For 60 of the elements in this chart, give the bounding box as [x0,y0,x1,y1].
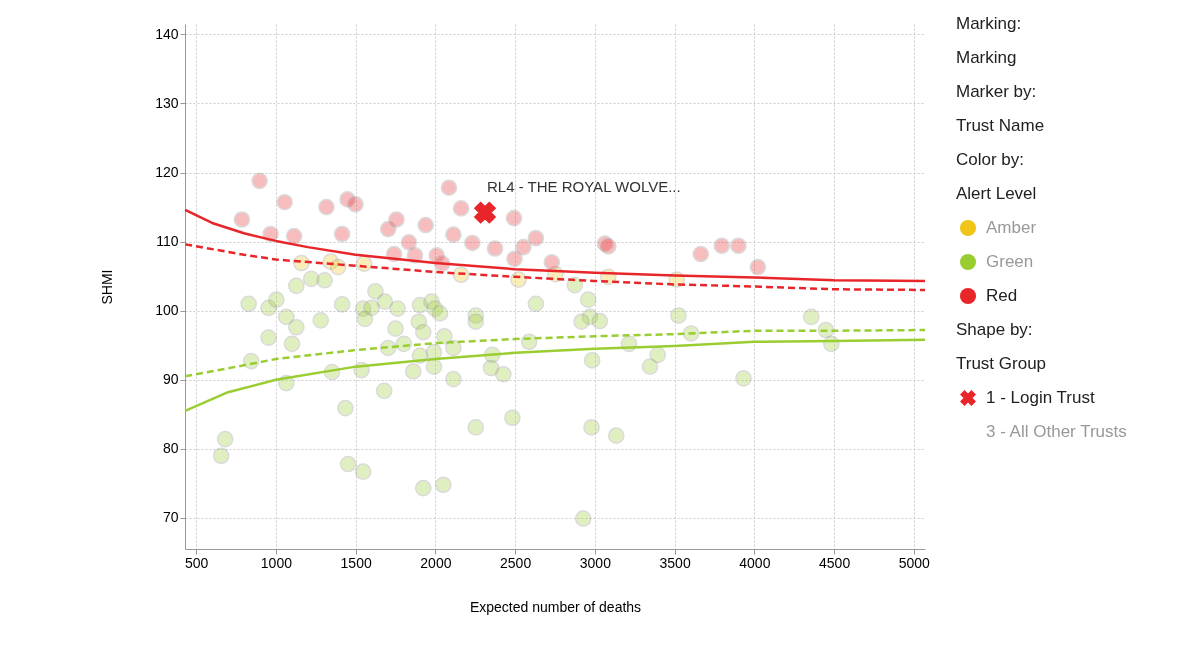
text: Shape by: [956,320,1033,339]
x-tick-label: 500 [184,554,209,571]
point [417,216,434,234]
point [445,226,462,244]
text: Trust Group [956,354,1047,373]
point [400,233,418,251]
x-tick-label: 4500 [819,554,851,571]
point [333,225,351,243]
point [505,209,523,227]
legend-label: Green [986,252,1034,271]
point [440,179,458,197]
y-axis-title: SHMI [99,269,116,305]
x-axis-title: Expected number of deaths [469,598,642,615]
y-tick-label: 140 [155,25,179,42]
y-tick-label: 120 [155,164,179,181]
x-tick-label: 1000 [260,554,293,571]
annotation: RL4 - THE ROYAL WOLVE... [486,177,681,195]
x-tick-label: 1500 [340,554,372,571]
point [692,245,710,263]
point [276,193,294,211]
legend-label: 1 - Login Trust [986,388,1095,407]
point [730,237,747,255]
line-series [183,243,927,292]
point [474,201,496,224]
text: Marking [956,48,1017,67]
point [486,240,504,257]
text: 3 - All Other Trusts [986,422,1127,441]
y-tick-label: 80 [162,440,179,457]
y-tick-label: 130 [155,94,179,111]
text: Marker by: [956,82,1037,101]
point [749,258,767,276]
point [318,198,335,216]
point [527,229,545,247]
y-tick-label: 70 [162,509,179,526]
x-tick-label: 3000 [579,554,612,571]
y-tick-label: 100 [155,302,179,319]
x-tick-label: 2500 [500,554,532,571]
point [347,195,364,213]
point [543,254,561,271]
point [251,172,268,190]
point [285,227,303,245]
x-tick-label: 4000 [739,554,771,571]
point [233,211,251,228]
x-tick-label: 3500 [659,554,691,571]
point [713,237,731,255]
legend-label: Amber [986,218,1037,237]
text: Color by: [956,150,1025,169]
text: Trust Name [956,116,1045,135]
y-tick-label: 90 [162,371,179,388]
point [452,200,470,217]
y-tick-label: 110 [156,233,179,250]
text: Marking: [956,14,1022,33]
text: Alert Level [956,184,1037,203]
x-tick-label: 5000 [898,554,931,571]
point [515,238,532,256]
point [388,211,405,228]
point [464,234,481,252]
point [506,250,523,268]
x-tick-label: 2000 [420,554,452,571]
legend-label: Red [986,286,1018,305]
